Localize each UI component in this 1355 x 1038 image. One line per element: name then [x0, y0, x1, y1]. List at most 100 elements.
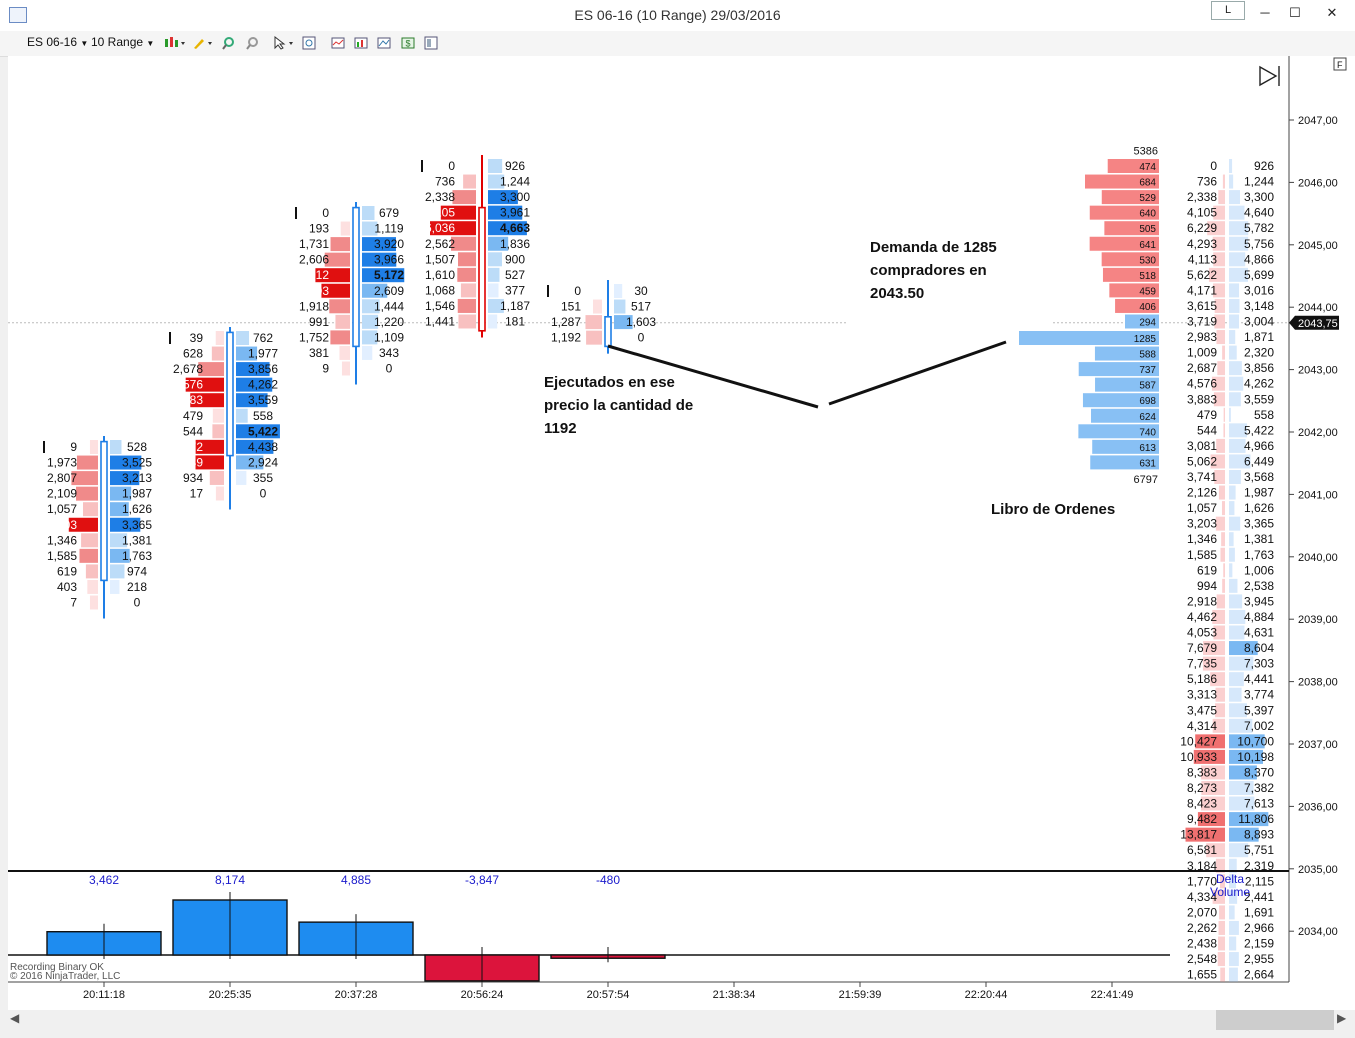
profile-ask-bar — [1229, 765, 1257, 780]
profile-bid-label: 9,482 — [1187, 812, 1217, 826]
order-book-label: 530 — [1139, 255, 1156, 266]
order-book-label: 406 — [1139, 302, 1156, 313]
bid-volume-bar — [198, 362, 224, 377]
bid-volume-label: 1,731 — [299, 237, 329, 251]
chart-app-icon — [9, 7, 27, 23]
drawing-tool-icon[interactable] — [192, 36, 214, 50]
bid-volume-label: 1,752 — [299, 330, 329, 344]
bid-volume-label: 6,036 — [425, 221, 455, 235]
profile-bid-label: 3,184 — [1187, 859, 1217, 873]
recording-status: Recording Binary OK — [10, 962, 104, 973]
profile-ask-label: 4,631 — [1244, 626, 1274, 640]
ask-volume-label: 1,187 — [500, 299, 530, 313]
bid-volume-bar — [212, 424, 224, 439]
ask-volume-label: 3,961 — [500, 206, 530, 220]
profile-ask-bar — [1229, 252, 1246, 267]
candle-body — [100, 440, 108, 582]
profile-ask-label: 4,441 — [1244, 672, 1274, 686]
profile-bid-bar — [1214, 470, 1225, 484]
price-tick-label: 2046,00 — [1298, 177, 1338, 189]
indicators-icon[interactable] — [331, 36, 345, 50]
bid-volume-bar — [324, 252, 350, 267]
bid-volume-label: 3,089 — [173, 455, 203, 469]
ask-volume-bar — [362, 268, 405, 283]
ask-volume-label: 1,763 — [122, 549, 152, 563]
properties-icon[interactable] — [424, 36, 438, 50]
money-icon[interactable]: $ — [401, 36, 415, 50]
bid-volume-label: 2,678 — [173, 362, 203, 376]
ask-volume-bar — [362, 221, 378, 236]
profile-bid-bar — [1219, 874, 1225, 889]
ask-volume-label: 3,213 — [122, 471, 152, 485]
price-tick-label: 2034,00 — [1298, 926, 1338, 938]
bid-volume-bar — [585, 315, 602, 330]
order-book: 5386 474 684 529 640 505 641 530 518 459 406 294 128… — [1019, 145, 1159, 486]
l-button[interactable]: L — [1211, 1, 1245, 20]
scroll-left-icon[interactable]: ◀ — [10, 1011, 20, 1025]
profile-bid-bar — [1185, 827, 1225, 842]
chart-trader-icon[interactable] — [377, 36, 391, 50]
executed-annotation: precio la cantidad de — [544, 397, 693, 414]
period-selector[interactable]: 10 Range ▼ — [91, 35, 154, 49]
ask-volume-label: 5,422 — [248, 424, 278, 438]
chart-panel[interactable]: F 9 528 1,973 3,525 2,807 3,213 2,109 1,987 1,05… — [8, 56, 1355, 1010]
profile-bid-label: 2,548 — [1187, 952, 1217, 966]
maximize-button[interactable]: ☐ — [1289, 5, 1301, 20]
profile-ask-label: 3,004 — [1244, 315, 1274, 329]
profile-bid-label: 736 — [1197, 175, 1217, 189]
scrollbar-thumb[interactable] — [1216, 1010, 1334, 1030]
ask-volume-label: 926 — [505, 159, 525, 173]
close-button[interactable]: ✕ — [1326, 5, 1338, 20]
minimize-button[interactable]: ─ — [1260, 5, 1270, 20]
bid-volume-label: 3,103 — [299, 284, 329, 298]
bid-volume-label: 403 — [57, 580, 77, 594]
profile-bid-bar — [1217, 952, 1225, 967]
ask-volume-bar — [110, 564, 125, 579]
profile-bid-bar — [1214, 314, 1225, 329]
bid-volume-bar — [195, 455, 224, 470]
zoom-in-icon[interactable] — [221, 36, 235, 50]
order-book-label: 459 — [1139, 286, 1156, 297]
ask-volume-label: 1,444 — [374, 299, 404, 313]
profile-bid-bar — [1215, 516, 1225, 531]
order-book-label: 641 — [1139, 240, 1156, 251]
profile-bid-label: 8,423 — [1187, 797, 1217, 811]
bid-volume-label: 381 — [309, 346, 329, 360]
profile-ask-label: 5,756 — [1244, 237, 1274, 251]
ask-volume-label: 0 — [134, 596, 141, 610]
data-box-icon[interactable] — [302, 36, 316, 50]
instrument-selector[interactable]: ES 06-16 ▼ — [27, 35, 88, 49]
bid-volume-label: 1,068 — [425, 283, 455, 297]
ask-volume-label: 558 — [253, 409, 273, 423]
profile-bid-label: 5,622 — [1187, 268, 1217, 282]
ask-volume-label: 1,603 — [626, 315, 656, 329]
ask-volume-label: 218 — [127, 580, 147, 594]
ask-volume-bar — [614, 315, 633, 330]
window-title: ES 06-16 (10 Range) 29/03/2016 — [574, 7, 781, 23]
bid-volume-bar — [71, 471, 98, 486]
bid-volume-label: 544 — [183, 424, 203, 438]
profile-bid-bar — [1210, 454, 1225, 469]
profile-bid-label: 479 — [1197, 408, 1217, 422]
cursor-icon[interactable] — [273, 36, 295, 50]
footprint-chart[interactable]: F 9 528 1,973 3,525 2,807 3,213 2,109 1,987 1,05… — [8, 56, 1355, 1010]
bid-volume-label: 934 — [183, 471, 203, 485]
profile-ask-label: 2,115 — [1245, 874, 1274, 888]
bid-volume-label: 1,192 — [551, 331, 581, 345]
footprint-column: 0 679 193 1,119 1,731 3,920 2,606 3,966 4,012 5,1… — [295, 202, 405, 385]
strategies-icon[interactable] — [354, 36, 368, 50]
ask-volume-bar — [236, 439, 274, 454]
ask-volume-label: 5,172 — [374, 268, 404, 282]
bid-volume-label: 2,807 — [47, 471, 77, 485]
order-book-bar — [1102, 267, 1159, 282]
zoom-out-icon[interactable] — [245, 36, 259, 50]
scroll-right-icon[interactable]: ▶ — [1337, 1011, 1347, 1025]
profile-ask-bar — [1229, 641, 1258, 656]
bid-volume-label: 1,346 — [47, 533, 77, 547]
ask-volume-bar — [362, 345, 373, 360]
horizontal-scrollbar[interactable] — [0, 1010, 1355, 1038]
time-tick-label: 20:57:54 — [587, 989, 630, 1001]
bar-type-icon[interactable] — [164, 36, 186, 50]
price-tick-label: 2037,00 — [1298, 739, 1338, 751]
ask-volume-bar — [488, 283, 499, 298]
